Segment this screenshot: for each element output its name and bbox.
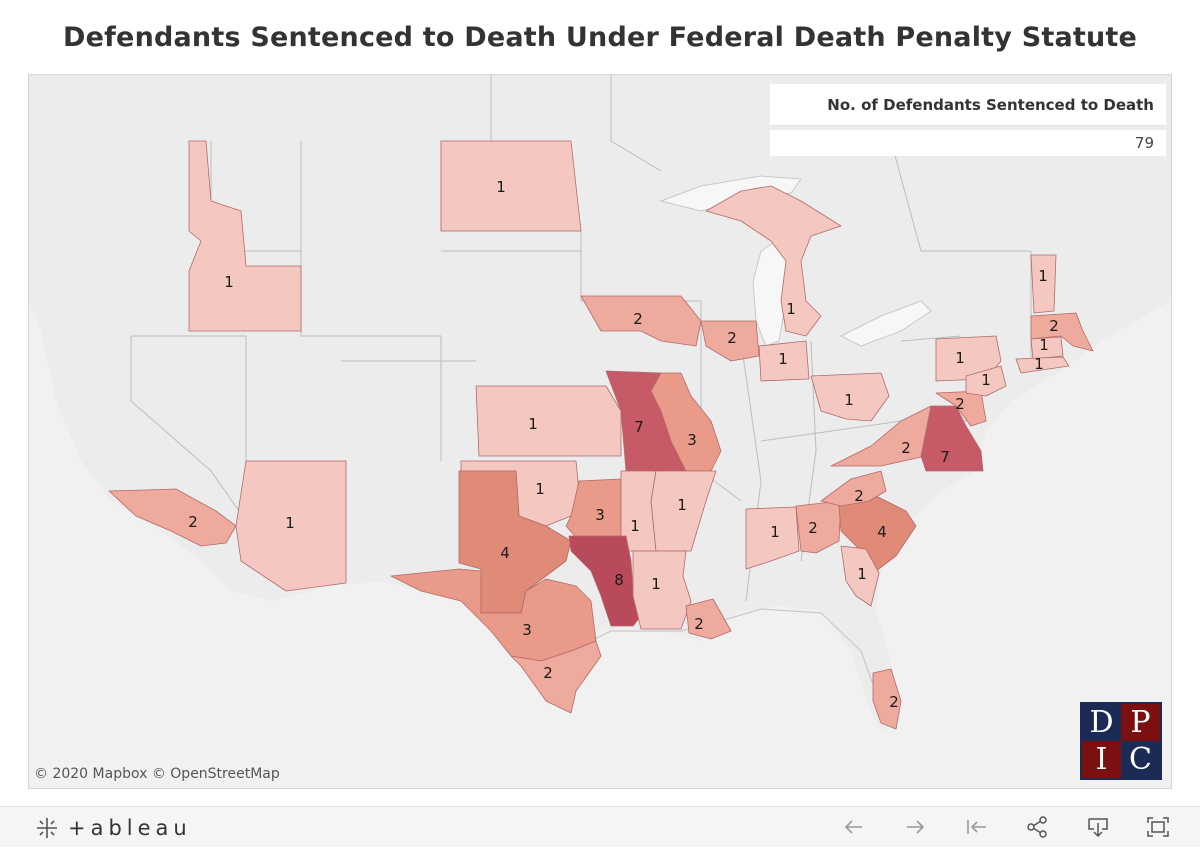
- label-tx-w: 3: [522, 621, 532, 639]
- label-vt: 1: [1038, 267, 1048, 285]
- district-ks[interactable]: [475, 385, 622, 457]
- label-mo-w: 7: [634, 418, 644, 436]
- label-ok-n: 1: [535, 480, 545, 498]
- district-ct[interactable]: [1030, 336, 1064, 360]
- undo-icon: [844, 820, 862, 834]
- share-icon: [1027, 816, 1047, 838]
- district-labels: 1 1 2 2 1 1 1 1 7 3 2 1 1 3 1 1 4 8 3 2 …: [188, 178, 1059, 711]
- district-la-e[interactable]: [685, 598, 732, 640]
- download-icon: [1088, 818, 1108, 838]
- label-ca-c: 2: [188, 513, 198, 531]
- district-fl-s[interactable]: [872, 668, 902, 730]
- district-vt[interactable]: [1030, 254, 1057, 314]
- label-nc-m: 2: [854, 487, 864, 505]
- logo-letter-i: I: [1082, 741, 1121, 778]
- label-nd: 1: [496, 178, 506, 196]
- district-az[interactable]: [235, 460, 347, 592]
- label-al-m: 1: [770, 523, 780, 541]
- district-va-e[interactable]: [920, 405, 984, 472]
- district-mi-w[interactable]: [705, 185, 842, 337]
- label-ks: 1: [528, 415, 538, 433]
- share-button[interactable]: [1025, 816, 1049, 838]
- label-ar-e: 1: [677, 496, 687, 514]
- logo-letter-d: D: [1082, 704, 1121, 741]
- page-title: Defendants Sentenced to Death Under Fede…: [62, 22, 1138, 53]
- district-ar-e[interactable]: [650, 470, 717, 552]
- label-ct: 1: [1039, 336, 1049, 354]
- label-ar-w: 1: [630, 517, 640, 535]
- fullscreen-button[interactable]: [1146, 816, 1170, 838]
- label-il-n: 2: [727, 329, 737, 347]
- label-pa-m: 1: [955, 349, 965, 367]
- label-tx-n: 4: [500, 544, 510, 562]
- label-ga-n: 2: [808, 519, 818, 537]
- label-fl-s: 2: [889, 693, 899, 711]
- label-mo-e: 3: [687, 431, 697, 449]
- tableau-toolbar: +ableau: [0, 806, 1200, 847]
- label-az: 1: [285, 514, 295, 532]
- label-md: 2: [955, 395, 965, 413]
- label-la-e: 2: [694, 615, 704, 633]
- lake-superior: [659, 175, 802, 212]
- district-il-n[interactable]: [700, 320, 760, 362]
- label-va-e: 7: [940, 448, 950, 466]
- district-shapes: [108, 140, 1094, 730]
- dpic-logo: D P I C: [1080, 702, 1162, 780]
- label-ia: 2: [633, 310, 643, 328]
- label-pa-e: 1: [981, 371, 991, 389]
- legend-total-value: 79: [770, 130, 1166, 156]
- logo-letter-c: C: [1121, 741, 1160, 778]
- redo-button[interactable]: [903, 816, 927, 838]
- label-oh-s: 1: [844, 391, 854, 409]
- district-ny-e[interactable]: [1015, 356, 1070, 374]
- label-id: 1: [224, 273, 234, 291]
- district-tx-s[interactable]: [510, 640, 602, 714]
- label-ny-e: 1: [1034, 355, 1044, 373]
- district-nc-m[interactable]: [820, 470, 887, 507]
- label-tx-e: 8: [614, 571, 624, 589]
- map-view[interactable]: 1 1 2 2 1 1 1 1 7 3 2 1 1 3 1 1 4 8 3 2 …: [28, 74, 1172, 789]
- revert-icon: [967, 820, 986, 834]
- label-il-c: 1: [778, 350, 788, 368]
- label-la-w: 1: [651, 575, 661, 593]
- district-nd[interactable]: [440, 140, 582, 232]
- revert-button[interactable]: [964, 816, 988, 838]
- label-ok-e: 3: [595, 506, 605, 524]
- us-district-map[interactable]: 1 1 2 2 1 1 1 1 7 3 2 1 1 3 1 1 4 8 3 2 …: [29, 75, 1171, 788]
- label-va-w: 2: [901, 439, 911, 457]
- district-id[interactable]: [188, 140, 302, 332]
- label-tx-s: 2: [543, 664, 553, 682]
- lake-erie: [839, 300, 932, 347]
- district-tx-w[interactable]: [390, 568, 597, 662]
- district-tx-e[interactable]: [568, 535, 642, 627]
- label-ga-s: 1: [857, 565, 867, 583]
- tableau-brand[interactable]: +ableau: [34, 815, 192, 841]
- tableau-wordmark: +ableau: [68, 816, 192, 840]
- district-ca-c[interactable]: [108, 488, 237, 547]
- district-il-c[interactable]: [758, 340, 810, 382]
- district-tx-n[interactable]: [458, 470, 572, 614]
- redo-icon: [907, 820, 925, 834]
- district-ga-s[interactable]: [840, 545, 880, 607]
- logo-letter-p: P: [1121, 704, 1160, 741]
- label-mi-w: 1: [786, 300, 796, 318]
- download-button[interactable]: [1086, 816, 1110, 838]
- district-sc[interactable]: [838, 495, 917, 572]
- district-al-m[interactable]: [745, 506, 800, 570]
- label-ma: 2: [1049, 317, 1059, 335]
- map-credits: © 2020 Mapbox © OpenStreetMap: [34, 766, 280, 782]
- district-oh-s[interactable]: [810, 372, 890, 422]
- district-ia[interactable]: [580, 295, 702, 347]
- district-la-w[interactable]: [632, 550, 692, 630]
- tableau-logo-icon: [37, 818, 57, 838]
- undo-button[interactable]: [842, 816, 866, 838]
- fullscreen-icon: [1147, 817, 1169, 837]
- legend-header: No. of Defendants Sentenced to Death: [770, 84, 1166, 126]
- label-sc: 4: [877, 523, 887, 541]
- district-pa-e[interactable]: [965, 365, 1007, 397]
